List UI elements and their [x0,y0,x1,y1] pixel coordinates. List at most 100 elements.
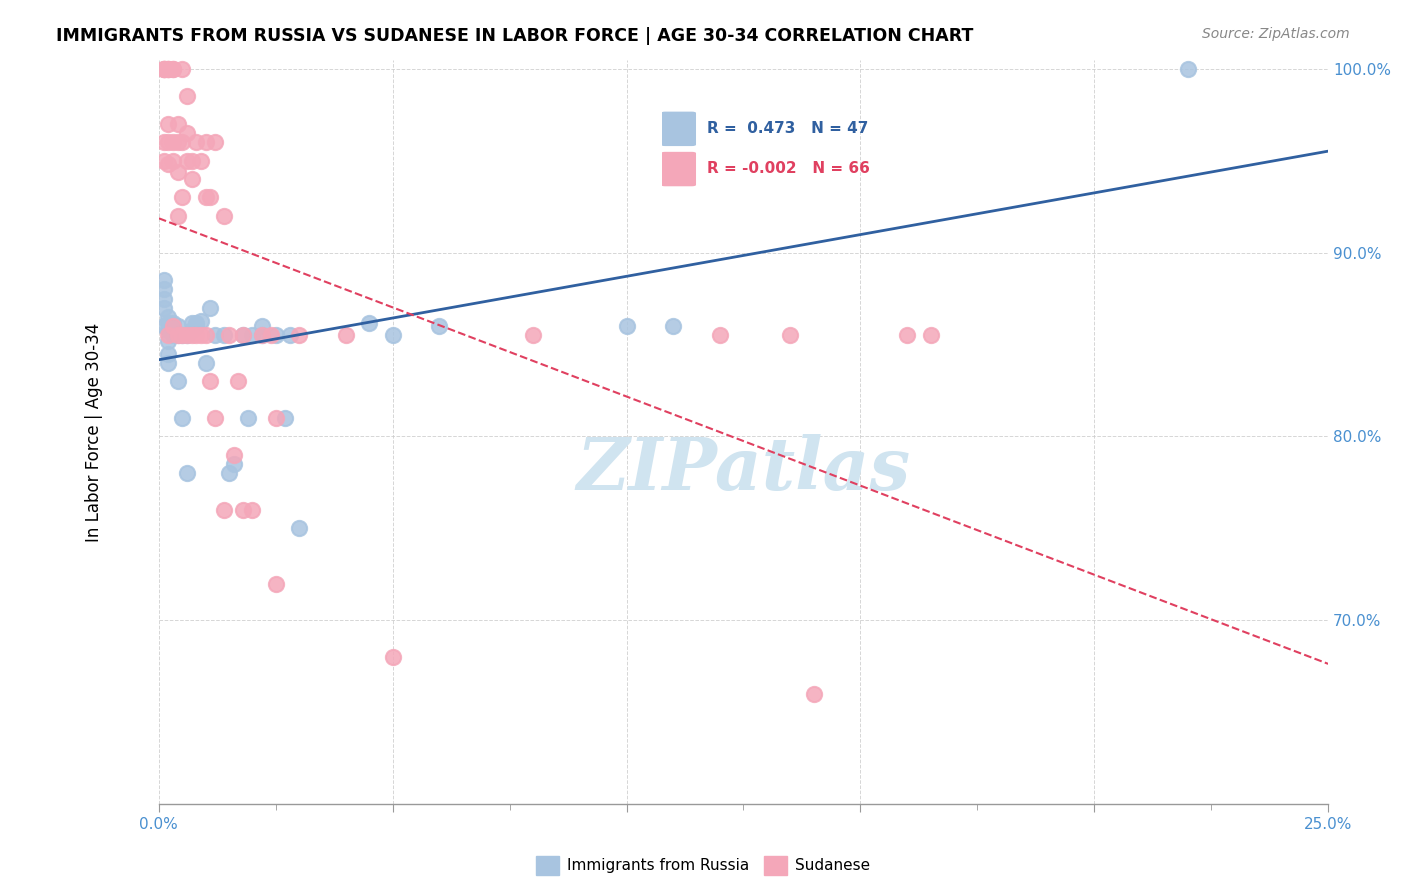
Point [166,319,188,334]
Point [359,316,381,330]
Point [250,319,273,334]
Point [152,62,174,76]
Point [162,323,184,337]
Point [172,328,194,343]
Point [194,356,217,370]
Point [278,328,301,343]
Point [920,328,942,343]
Point [288,521,311,535]
Point [172,136,194,150]
Point [200,301,222,315]
Point [176,467,198,481]
Text: ZIPatlas: ZIPatlas [576,434,911,505]
Point [260,328,283,343]
Point [522,328,544,343]
Point [172,190,194,204]
Point [190,328,212,343]
Point [896,328,918,343]
Point [172,328,194,343]
Point [157,310,180,324]
Point [429,319,451,334]
Point [232,328,254,343]
Y-axis label: In Labor Force | Age 30-34: In Labor Force | Age 30-34 [86,322,103,541]
Point [176,328,198,343]
Point [180,323,202,337]
Point [335,328,357,343]
Point [232,503,254,517]
Point [157,316,180,330]
Point [803,687,825,701]
Point [157,136,180,150]
Point [152,136,174,150]
Point [166,117,188,131]
Point [162,62,184,76]
Point [222,448,245,462]
Point [709,328,731,343]
Point [172,62,194,76]
Point [162,153,184,168]
Point [152,319,174,334]
Point [157,323,180,337]
Point [176,328,198,343]
Point [214,503,236,517]
Point [166,328,188,343]
Point [157,347,180,361]
Point [250,328,273,343]
Point [218,328,240,343]
Point [162,319,184,334]
Point [242,328,264,343]
Point [250,328,273,343]
Point [162,136,184,150]
Point [204,328,226,343]
Point [186,136,208,150]
Point [166,375,188,389]
Point [162,328,184,343]
Point [186,316,208,330]
Point [152,292,174,306]
Point [152,62,174,76]
Point [200,375,222,389]
Point [157,334,180,348]
Point [172,411,194,425]
Point [166,328,188,343]
Point [180,328,202,343]
Point [616,319,638,334]
Point [157,62,180,76]
Point [157,328,180,343]
Point [157,356,180,370]
Point [214,209,236,223]
Point [242,503,264,517]
Point [157,62,180,76]
Point [152,62,174,76]
Point [228,375,250,389]
Point [194,328,217,343]
Point [200,190,222,204]
Point [152,153,174,168]
Point [779,328,801,343]
Text: Source: ZipAtlas.com: Source: ZipAtlas.com [1202,27,1350,41]
Point [152,62,174,76]
Point [264,328,287,343]
Point [274,411,297,425]
Point [381,328,404,343]
Point [194,190,217,204]
Point [180,172,202,186]
Point [222,457,245,471]
Point [166,209,188,223]
Point [204,136,226,150]
Point [162,316,184,330]
Point [381,650,404,665]
Point [152,301,174,315]
Point [662,319,685,334]
Point [157,62,180,76]
Point [288,328,311,343]
Point [204,411,226,425]
Point [186,328,208,343]
Point [180,153,202,168]
Point [214,328,236,343]
Point [264,411,287,425]
Point [1177,62,1199,76]
Point [152,282,174,296]
Point [176,126,198,140]
Point [152,273,174,287]
